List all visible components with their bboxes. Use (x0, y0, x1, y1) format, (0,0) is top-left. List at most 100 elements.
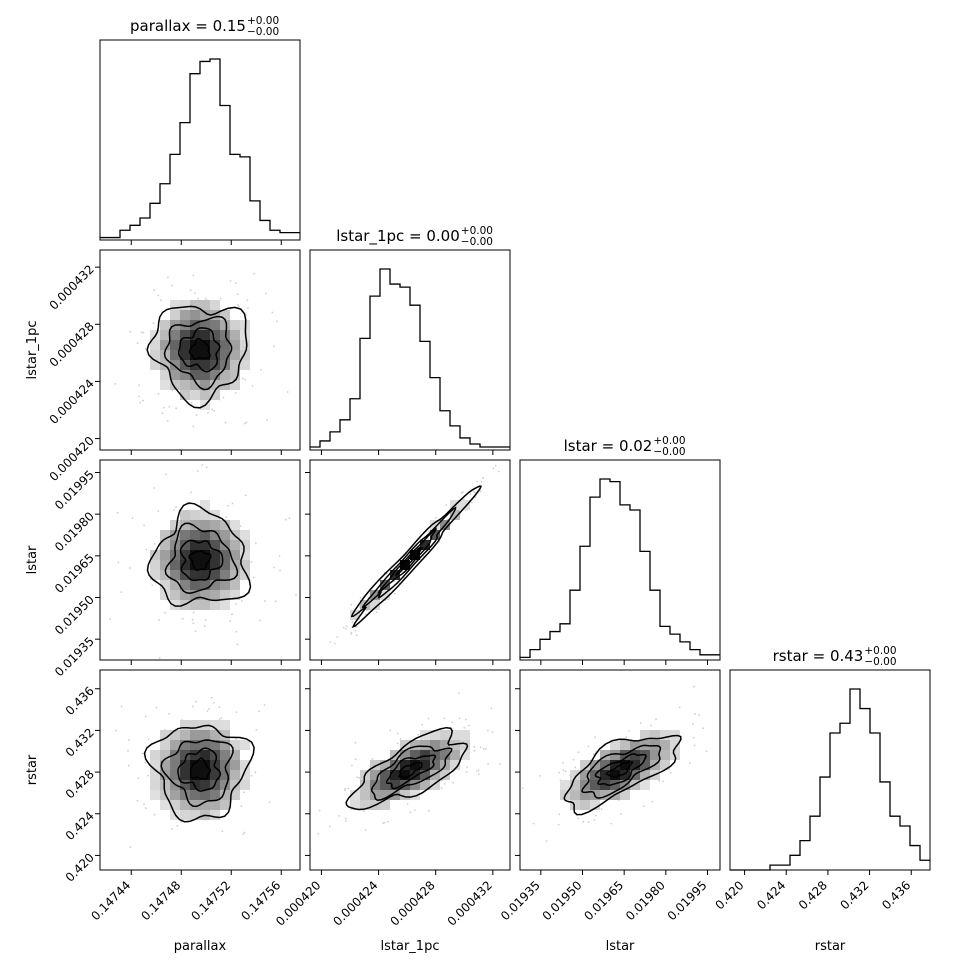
density-cell (230, 760, 240, 770)
density-cell (200, 510, 210, 520)
sample-point (157, 294, 160, 297)
density-cell (160, 340, 170, 350)
density-cell (620, 790, 630, 800)
density-cell (400, 560, 410, 570)
sample-point (114, 383, 117, 385)
density-cell (580, 800, 590, 810)
sample-point (243, 791, 245, 794)
density-cell (190, 600, 200, 610)
density-cell (210, 550, 220, 560)
density-cell (190, 580, 200, 590)
density-cell (150, 790, 160, 800)
density-cell (230, 770, 240, 780)
sample-point (171, 828, 173, 830)
sample-point (465, 771, 468, 774)
histogram-lstar_1pc (309, 268, 510, 448)
density-cell (200, 780, 210, 790)
sample-point (260, 368, 262, 371)
density-cell (190, 320, 200, 330)
density-cell (650, 750, 660, 760)
sample-point (276, 320, 278, 323)
text-layer: parallax = 0.15 +0.00−0.000.0004200.00042… (25, 15, 913, 954)
density-cell (190, 810, 200, 820)
density-cell (210, 730, 220, 740)
sample-point (494, 465, 497, 467)
sample-point (128, 567, 131, 569)
sample-point (206, 710, 209, 712)
y-tick-label: 0.000428 (47, 319, 97, 369)
density-cell (440, 740, 450, 750)
sample-point (244, 378, 247, 381)
density-cell (420, 750, 430, 760)
density-cell (160, 320, 170, 330)
density-cell (240, 760, 250, 770)
density-cell (170, 740, 180, 750)
x-axis-label-rstar: rstar (815, 939, 846, 954)
sample-point (318, 809, 321, 812)
sample-point (157, 510, 160, 512)
density-cell (190, 800, 200, 810)
density-cell (190, 770, 200, 780)
density-cell (160, 590, 170, 600)
sample-point (213, 409, 216, 412)
density-cell (240, 560, 250, 570)
sample-point (137, 777, 140, 779)
density-cell (630, 750, 640, 760)
sample-point (464, 718, 467, 721)
sample-point (234, 282, 237, 285)
density-cell (200, 370, 210, 380)
density-cell (170, 570, 180, 580)
sample-point (443, 717, 446, 720)
y-tick-label: 0.01965 (52, 551, 97, 596)
density-cell (160, 770, 170, 780)
density-cell (180, 380, 190, 390)
density-cell (230, 320, 240, 330)
density-cell (170, 330, 180, 340)
sample-point (577, 817, 579, 820)
density-cell (180, 800, 190, 810)
density-cell (450, 750, 460, 760)
sample-point (350, 764, 353, 767)
density-cell (200, 350, 210, 360)
density-cell (200, 770, 210, 780)
sample-point (162, 406, 165, 409)
sample-point (251, 385, 254, 387)
sample-point (151, 584, 154, 587)
contour-line (395, 546, 423, 576)
sample-point (164, 611, 167, 614)
sample-point (240, 805, 243, 807)
sample-point (175, 506, 177, 509)
density-cell (190, 370, 200, 380)
density-cell (150, 360, 160, 370)
sample-point (166, 276, 169, 279)
density-cell (180, 750, 190, 760)
density-cell (180, 810, 190, 820)
sample-point (264, 292, 267, 295)
histogram-lstar (519, 478, 720, 659)
density-cell (620, 770, 630, 780)
density-cell (190, 590, 200, 600)
sample-point (192, 425, 195, 428)
density-cell (220, 570, 230, 580)
sample-point (347, 787, 350, 790)
density-cell (440, 730, 450, 740)
sample-point (207, 412, 209, 414)
sample-point (356, 776, 359, 779)
density-cell (200, 340, 210, 350)
density-cell (220, 720, 230, 730)
sample-point (188, 503, 190, 506)
title-sup-lstar_1pc: +0.00 (461, 225, 493, 237)
sample-point (273, 345, 275, 348)
density-cell (660, 760, 670, 770)
density-cell (400, 750, 410, 760)
sample-point (158, 656, 161, 659)
density-cell (230, 790, 240, 800)
density-cell (220, 780, 230, 790)
sample-point (136, 342, 139, 345)
contour-line (146, 502, 252, 607)
density-cell (170, 760, 180, 770)
sample-point (474, 491, 476, 494)
density-cell (190, 330, 200, 340)
title-lstar: lstar = 0.02 (564, 437, 653, 455)
density-cell (430, 520, 440, 530)
